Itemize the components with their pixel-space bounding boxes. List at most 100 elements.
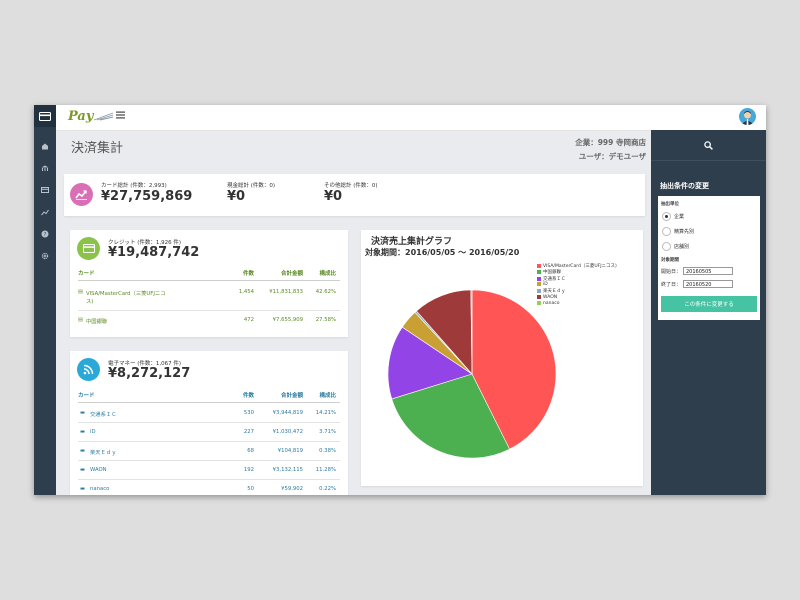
row-ratio: 14.21% [315,410,336,416]
row-name: 中国銀聯 [86,319,108,325]
legend-item: nanaco [537,301,559,306]
legend-item: 楽天Ｅｄｙ [537,288,566,294]
credit-card-icon[interactable] [34,179,56,201]
row-name: VISA/MasterCard（三菱UFJニコ [86,291,166,297]
row-ratio: 42.62% [315,289,336,295]
legend-label: 楽天Ｅｄｙ [543,289,566,295]
radio-settlement-label: 精算先別 [674,229,695,235]
row-amount: ¥11,831,833 [269,289,303,295]
divider [78,422,340,423]
emoney-badge [77,358,100,381]
end-date-label: 終了日： [661,282,682,288]
pie-chart [387,289,557,459]
legend-swatch [537,282,541,287]
legend-swatch [537,276,541,281]
credit-label: クレジット (件数：1,926 件) [108,240,182,246]
settings-icon[interactable] [34,245,56,267]
pay-logo[interactable]: Pay [68,109,115,124]
legend-item: iD [537,282,548,287]
credit-value: ¥19,487,742 [108,245,200,260]
divider [78,280,340,281]
row-card-icon: ▬ [80,429,86,435]
other-total-label: その他総計 (件数：0) [324,183,378,189]
divider [78,479,340,480]
row-count: 530 [243,410,254,416]
help-icon[interactable]: ? [34,223,56,245]
app-window: ? Pay 決済集計 企業：999 寺岡商店 ユーザ：デモユーザ カード総計 (… [34,105,766,495]
col-count: 件数 [242,393,254,399]
legend-item: 交通系ＩＣ [537,276,566,282]
legend-item: VISA/MasterCard（三菱UFJニコス) [537,263,617,269]
avatar-icon[interactable] [739,108,756,125]
period-label: 対象期間 [661,258,679,263]
pie-slice[interactable] [391,373,510,459]
filter-title: 抽出条件の変更 [660,182,709,190]
line-chart-icon [75,190,87,200]
start-date-label: 開始日： [661,269,682,275]
row-amount: ¥59,902 [281,486,303,492]
divider [78,310,340,311]
card-total-value: ¥27,759,869 [101,189,193,204]
row-card-icon: ▬ [80,448,86,454]
cash-total-value: ¥0 [227,189,246,204]
row-count: 50 [247,486,254,492]
svg-text:?: ? [44,232,47,238]
row-name: iD [90,429,96,435]
emoney-panel: 電子マネー (件数：1,067 件) ¥8,272,127 カード 件数 合計金… [70,351,348,495]
chart-title: 決済売上集計グラフ [371,237,453,247]
filter-form: 抽出単位 企業 精算先別 店舗別 対象期間 開始日： 20160505 終了日：… [658,196,760,320]
company-info: 企業：999 寺岡商店 ユーザ：デモユーザ [504,136,646,164]
divider [78,460,340,461]
start-date-field[interactable]: 20160505 [683,267,733,275]
row-count: 227 [243,429,254,435]
row-count: 472 [243,317,254,323]
col-ratio: 構成比 [319,271,336,277]
legend-swatch [537,264,541,268]
row-count: 68 [247,448,254,454]
row-name: WAON [90,467,107,473]
search-button[interactable] [651,130,766,161]
emoney-value: ¥8,272,127 [108,366,191,381]
legend-label: 交通系ＩＣ [543,276,566,282]
summary-card: カード総計 (件数：2,993) ¥27,759,869 現金総計 (件数：0)… [64,174,645,216]
chart-icon[interactable] [34,201,56,223]
emoney-label: 電子マネー (件数：1,067 件) [108,361,182,367]
row-ratio: 0.22% [319,486,336,492]
radio-settlement[interactable] [662,227,671,236]
col-amount: 合計金額 [280,271,303,277]
cash-total-label: 現金総計 (件数：0) [227,183,276,189]
radio-company-label: 企業 [674,214,685,220]
row-ratio: 3.71% [319,429,336,435]
row-ratio: 0.38% [319,448,336,454]
row-amount: ¥7,655,909 [272,317,303,323]
row-ratio: 27.58% [315,317,336,323]
top-bar: Pay [56,105,766,131]
row-name: 楽天Ｅｄｙ [90,450,117,456]
dashboard-icon[interactable] [34,135,56,157]
unit-label: 抽出単位 [661,202,679,207]
legend-label: iD [543,281,548,287]
credit-badge [77,237,100,260]
total-chart-badge [70,183,93,206]
row-amount: ¥3,132,115 [272,467,303,473]
pie-slice[interactable] [470,289,473,375]
radio-company[interactable] [662,212,671,221]
end-date-field[interactable]: 20160520 [683,280,733,288]
radio-store[interactable] [662,242,671,251]
legend-item: WAON [537,295,557,300]
legend-swatch [537,270,541,275]
card-icon[interactable] [34,105,56,127]
col-card: カード [78,393,95,399]
row-count: 192 [243,467,254,473]
row-name-cont: ス) [86,299,94,305]
row-card-icon: ▤ [78,317,84,323]
apply-filter-button[interactable]: この条件に変更する [661,296,757,312]
logo-wing-icon [94,112,114,121]
bank-icon[interactable] [34,157,56,179]
pie-slice[interactable] [471,289,557,450]
legend-swatch [537,301,541,306]
hamburger-icon[interactable] [116,109,125,122]
col-amount: 合計金額 [280,393,303,399]
pie-slice[interactable] [387,326,473,400]
col-ratio: 構成比 [319,393,336,399]
